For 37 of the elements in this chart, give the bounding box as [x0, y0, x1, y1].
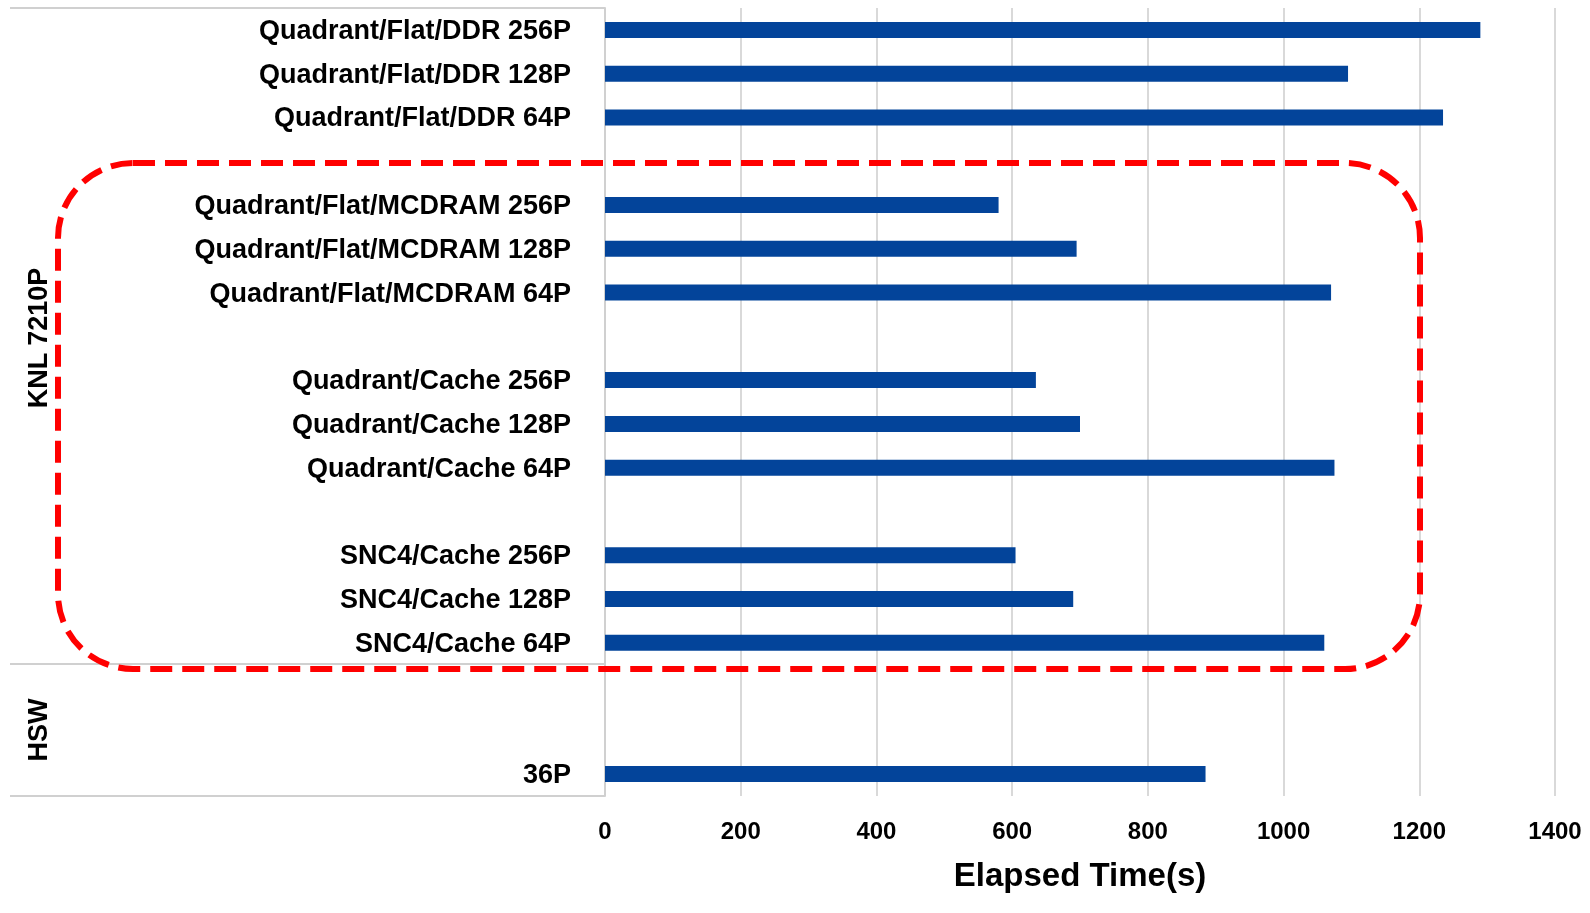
bar: [605, 284, 1332, 301]
x-tick-label: 200: [720, 816, 761, 844]
x-tick-label: 600: [992, 816, 1033, 844]
y-tick-label: Quadrant/Flat/MCDRAM 64P: [209, 277, 571, 308]
bar: [605, 459, 1335, 476]
bar: [605, 591, 1074, 607]
y-tick-label: Quadrant/Flat/DDR 64P: [273, 102, 571, 133]
bar: [605, 766, 1206, 783]
x-tick-label: 0: [598, 816, 612, 844]
x-tick-label: 1200: [1392, 816, 1446, 844]
bar: [605, 634, 1325, 651]
y-tick-label: Quadrant/Cache 64P: [306, 452, 571, 483]
y-tick-label: Quadrant/Cache 256P: [291, 365, 571, 396]
y-tick-label: Quadrant/Flat/DDR 128P: [258, 58, 571, 89]
bar: [605, 197, 999, 213]
y-tick-label: 36P: [522, 759, 571, 790]
x-tick-label: 400: [856, 816, 897, 844]
y-tick-label: SNC4/Cache 128P: [339, 584, 571, 614]
bar: [605, 240, 1077, 257]
text: KNL 7210P: [22, 267, 54, 409]
x-axis-title: Elapsed Time(s): [953, 856, 1207, 893]
bar: [605, 65, 1349, 82]
y-tick-label: SNC4/Cache 256P: [339, 540, 571, 571]
bar: [605, 21, 1481, 38]
bar: [605, 415, 1080, 432]
x-tick-label: 1000: [1256, 816, 1311, 844]
y-tick-label: Quadrant/Flat/DDR 256P: [258, 14, 571, 45]
y-tick-label: Quadrant/Flat/MCDRAM 128P: [194, 233, 571, 264]
y-tick-label: Quadrant/Cache 128P: [291, 408, 571, 439]
bar: [605, 109, 1444, 126]
text: HSW: [22, 698, 54, 762]
x-tick-label: 800: [1127, 816, 1168, 844]
bar: [605, 547, 1016, 564]
bar: [605, 372, 1036, 389]
y-tick-label: SNC4/Cache 64P: [354, 627, 571, 658]
y-tick-label: Quadrant/Flat/MCDRAM 256P: [194, 190, 571, 220]
x-tick-label: 1400: [1528, 816, 1582, 844]
